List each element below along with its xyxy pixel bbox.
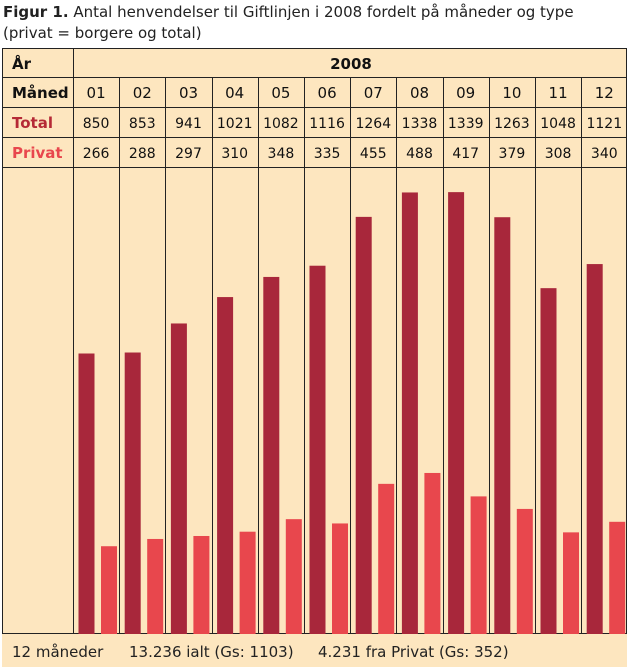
privat-value-label: 308 xyxy=(545,146,572,162)
total-value-label: 1264 xyxy=(355,116,391,132)
privat-bar xyxy=(516,508,533,634)
privat-value-label: 266 xyxy=(83,146,110,162)
bar-chart: År 2008 Måned Total Privat 01 850 266 02 853… xyxy=(2,48,627,634)
table-labels: År 2008 Måned Total Privat xyxy=(12,54,372,162)
month-tick-label: 12 xyxy=(595,84,614,102)
month-tick-label: 01 xyxy=(87,84,106,102)
month-tick-label: 08 xyxy=(410,84,429,102)
privat-bar xyxy=(285,519,302,634)
privat-bar xyxy=(563,532,579,634)
month-tick-label: 03 xyxy=(179,84,198,102)
total-bar xyxy=(401,192,418,634)
privat-bar xyxy=(378,483,395,634)
privat-bar xyxy=(239,531,256,634)
year-label: År xyxy=(12,54,32,73)
caption-label: Figur 1. xyxy=(3,3,69,21)
total-bar xyxy=(494,217,511,634)
month-tick-label: 10 xyxy=(502,84,521,102)
footer-months: 12 måneder xyxy=(12,643,104,661)
privat-bar xyxy=(332,523,348,634)
table-grid xyxy=(2,48,627,634)
footer-privat: 4.231 fra Privat (Gs: 352) xyxy=(318,643,509,661)
total-value-label: 1021 xyxy=(217,116,253,132)
total-bar xyxy=(586,264,603,634)
month-tick-label: 04 xyxy=(225,84,244,102)
month-tick-label: 06 xyxy=(318,84,337,102)
bars-group xyxy=(78,192,626,634)
privat-bar xyxy=(609,521,626,634)
privat-value-label: 379 xyxy=(499,146,526,162)
total-bar xyxy=(217,297,234,634)
total-row-label: Total xyxy=(12,114,53,132)
month-tick-label: 07 xyxy=(364,84,383,102)
total-value-label: 850 xyxy=(83,116,110,132)
month-tick-label: 11 xyxy=(549,84,568,102)
month-tick-label: 02 xyxy=(133,84,152,102)
table-cells: 01 850 266 02 853 288 03 941 297 04 1021 310 05 1082 3… xyxy=(83,84,622,162)
total-value-label: 853 xyxy=(129,116,156,132)
privat-value-label: 297 xyxy=(175,146,202,162)
month-row-label: Måned xyxy=(12,84,69,102)
total-bar xyxy=(263,276,280,634)
privat-bar xyxy=(193,535,210,634)
caption-text: Antal henvendelser til Giftlinjen i 2008… xyxy=(3,3,574,42)
total-value-label: 1121 xyxy=(586,116,622,132)
footer-total: 13.236 ialt (Gs: 1103) xyxy=(129,643,294,661)
privat-bar xyxy=(147,538,164,634)
privat-value-label: 348 xyxy=(268,146,295,162)
total-value-label: 1082 xyxy=(263,116,299,132)
month-tick-label: 05 xyxy=(271,84,290,102)
year-value: 2008 xyxy=(330,55,372,73)
total-value-label: 1338 xyxy=(402,116,438,132)
privat-bar xyxy=(101,546,117,634)
total-bar xyxy=(124,352,141,634)
figure-caption: Figur 1. Antal henvendelser til Giftlinj… xyxy=(3,2,625,44)
privat-value-label: 288 xyxy=(129,146,156,162)
total-value-label: 1339 xyxy=(448,116,484,132)
privat-value-label: 488 xyxy=(406,146,433,162)
total-bar xyxy=(170,323,187,634)
privat-bar xyxy=(470,496,487,634)
privat-value-label: 340 xyxy=(591,146,618,162)
summary-footer: 12 måneder 13.236 ialt (Gs: 1103) 4.231 … xyxy=(2,634,627,667)
total-bar xyxy=(355,216,372,634)
privat-value-label: 310 xyxy=(221,146,248,162)
total-value-label: 1263 xyxy=(494,116,530,132)
total-bar xyxy=(309,265,326,634)
privat-bar xyxy=(424,472,441,634)
total-bar xyxy=(78,353,95,634)
privat-value-label: 335 xyxy=(314,146,341,162)
total-bar xyxy=(448,192,465,634)
total-value-label: 1048 xyxy=(540,116,576,132)
privat-value-label: 455 xyxy=(360,146,387,162)
privat-row-label: Privat xyxy=(12,144,63,162)
total-value-label: 1116 xyxy=(309,116,345,132)
total-value-label: 941 xyxy=(175,116,202,132)
privat-value-label: 417 xyxy=(452,146,479,162)
total-bar xyxy=(540,288,557,634)
month-tick-label: 09 xyxy=(456,84,475,102)
